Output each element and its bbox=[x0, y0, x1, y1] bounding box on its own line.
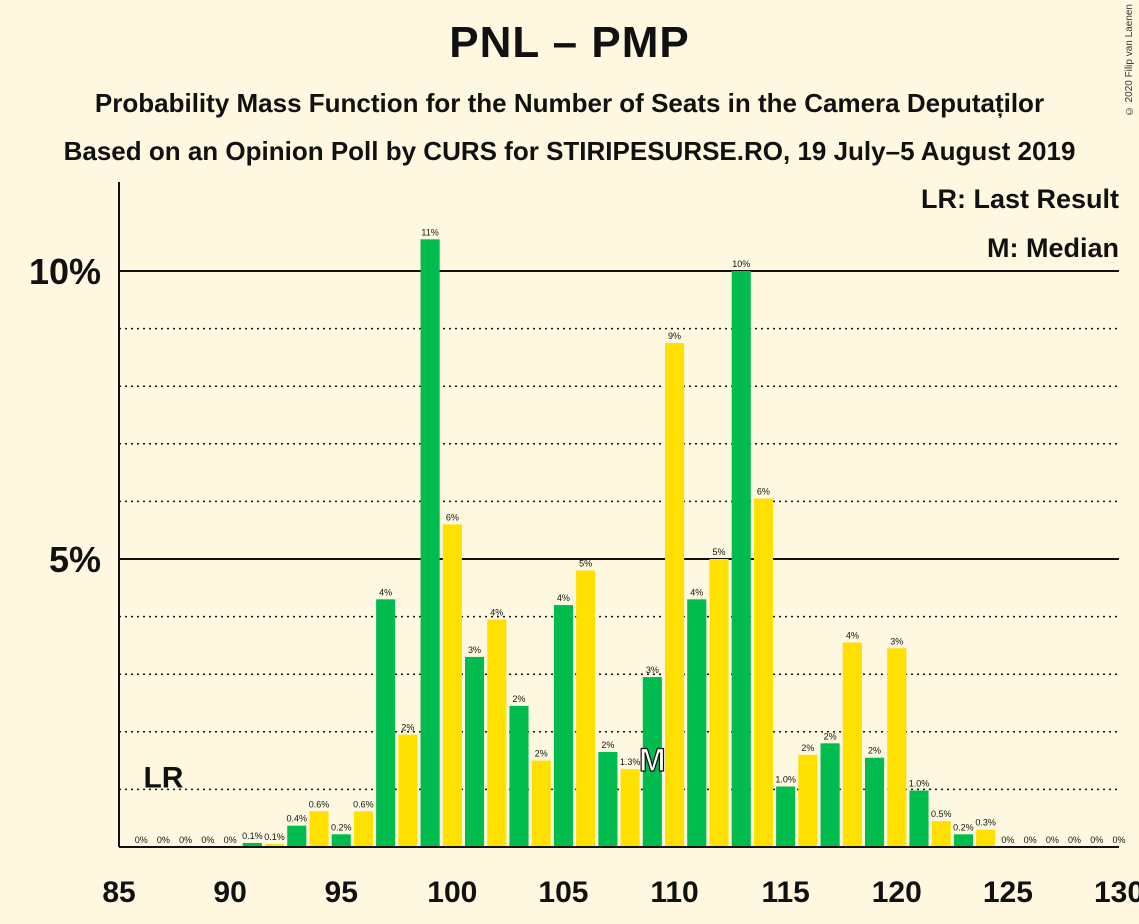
bar-label-seat-95: 0.2% bbox=[331, 822, 352, 832]
legend-median: M: Median bbox=[987, 233, 1119, 263]
bar-seat-110 bbox=[665, 343, 685, 847]
bar-label-seat-119: 2% bbox=[868, 746, 881, 756]
chart-source: Based on an Opinion Poll by CURS for STI… bbox=[63, 136, 1076, 166]
x-tick-label: 110 bbox=[650, 876, 698, 909]
bar-label-seat-103: 2% bbox=[512, 694, 525, 704]
bar-seat-119 bbox=[865, 757, 885, 847]
bar-seat-122 bbox=[931, 821, 951, 847]
bar-seat-101 bbox=[465, 656, 485, 847]
bar-label-seat-114: 6% bbox=[757, 487, 770, 497]
bar-label-seat-106: 5% bbox=[579, 559, 592, 569]
x-tick-label: 95 bbox=[325, 876, 358, 909]
bar-label-seat-126: 0% bbox=[1024, 835, 1037, 845]
bar-label-seat-110: 9% bbox=[668, 331, 681, 341]
bar-label-seat-108: 1.3% bbox=[620, 757, 641, 767]
bar-label-seat-125: 0% bbox=[1001, 835, 1014, 845]
bar-seat-120 bbox=[887, 648, 907, 847]
bar-seat-113 bbox=[731, 271, 751, 847]
bar-label-seat-124: 0.3% bbox=[975, 818, 996, 828]
bar-label-seat-92: 0.1% bbox=[264, 832, 285, 842]
bar-seat-91 bbox=[242, 842, 262, 847]
bar-seat-95 bbox=[331, 834, 351, 847]
bar-label-seat-100: 6% bbox=[446, 512, 459, 522]
bar-seat-98 bbox=[398, 734, 418, 847]
bar-label-seat-101: 3% bbox=[468, 645, 481, 655]
bar-seat-124 bbox=[976, 829, 996, 847]
x-tick-label: 100 bbox=[427, 876, 477, 909]
bar-label-seat-109: 3% bbox=[646, 665, 659, 675]
bar-seat-117 bbox=[820, 743, 840, 847]
bar-label-seat-102: 4% bbox=[490, 607, 503, 617]
bar-seat-109 bbox=[642, 677, 662, 847]
bar-label-seat-104: 2% bbox=[535, 749, 548, 759]
bar-seat-103 bbox=[509, 705, 529, 847]
bar-seat-111 bbox=[687, 599, 707, 847]
x-tick-label: 115 bbox=[761, 876, 809, 909]
bar-label-seat-112: 5% bbox=[712, 547, 725, 557]
bar-label-seat-128: 0% bbox=[1068, 835, 1081, 845]
bar-label-seat-91: 0.1% bbox=[242, 831, 263, 841]
bar-label-seat-123: 0.2% bbox=[953, 822, 974, 832]
bar-label-seat-99: 11% bbox=[421, 227, 438, 237]
bar-seat-107 bbox=[598, 751, 618, 847]
bar-label-seat-117: 2% bbox=[824, 731, 837, 741]
median-marker: M bbox=[639, 742, 666, 778]
bar-label-seat-115: 1.0% bbox=[775, 775, 796, 785]
bar-label-seat-120: 3% bbox=[890, 636, 903, 646]
bar-seat-108 bbox=[620, 769, 640, 847]
bar-seat-114 bbox=[753, 498, 773, 847]
bar-seat-92 bbox=[265, 844, 285, 847]
x-tick-label: 105 bbox=[538, 876, 588, 909]
bar-seat-118 bbox=[842, 642, 862, 847]
bar-seat-96 bbox=[353, 811, 373, 847]
bar-label-seat-97: 4% bbox=[379, 587, 392, 597]
bar-seat-106 bbox=[576, 570, 596, 847]
bar-label-seat-121: 1.0% bbox=[909, 779, 930, 789]
bar-label-seat-94: 0.6% bbox=[309, 799, 330, 809]
bar-seat-112 bbox=[709, 559, 729, 847]
bar-label-seat-113: 10% bbox=[732, 259, 750, 269]
x-tick-label: 85 bbox=[102, 876, 135, 909]
bar-label-seat-86: 0% bbox=[135, 835, 148, 845]
bar-label-seat-130: 0% bbox=[1112, 835, 1125, 845]
chart-title: PNL – PMP bbox=[449, 18, 690, 67]
y-tick-label: 10% bbox=[29, 251, 101, 292]
bar-label-seat-90: 0% bbox=[224, 835, 237, 845]
bar-seat-102 bbox=[487, 619, 507, 847]
bar-seat-99 bbox=[420, 239, 440, 847]
bar-seat-115 bbox=[776, 786, 796, 847]
last-result-marker: LR bbox=[143, 761, 183, 794]
bar-label-seat-88: 0% bbox=[179, 835, 192, 845]
bar-seat-116 bbox=[798, 754, 818, 847]
bar-label-seat-127: 0% bbox=[1046, 835, 1059, 845]
bar-seat-93 bbox=[287, 825, 307, 847]
bar-label-seat-107: 2% bbox=[601, 740, 614, 750]
bar-seat-100 bbox=[442, 524, 462, 847]
bar-label-seat-96: 0.6% bbox=[353, 799, 374, 809]
bar-label-seat-89: 0% bbox=[201, 835, 214, 845]
bar-label-seat-129: 0% bbox=[1090, 835, 1103, 845]
bar-label-seat-122: 0.5% bbox=[931, 809, 952, 819]
bar-seat-105 bbox=[553, 605, 573, 847]
chart-subtitle: Probability Mass Function for the Number… bbox=[94, 88, 1045, 118]
bar-label-seat-98: 2% bbox=[401, 723, 414, 733]
x-tick-label: 120 bbox=[872, 876, 922, 909]
bar-label-seat-116: 2% bbox=[801, 743, 814, 753]
bar-label-seat-118: 4% bbox=[846, 631, 859, 641]
bar-seat-97 bbox=[376, 599, 396, 847]
legend-last-result: LR: Last Result bbox=[920, 184, 1119, 214]
bar-seat-121 bbox=[909, 790, 929, 847]
bar-label-seat-93: 0.4% bbox=[287, 814, 308, 824]
bar-seat-104 bbox=[531, 760, 551, 847]
bar-seat-94 bbox=[309, 811, 329, 847]
x-tick-label: 90 bbox=[213, 876, 246, 909]
bar-label-seat-105: 4% bbox=[557, 593, 570, 603]
y-tick-label: 5% bbox=[49, 539, 101, 580]
x-tick-label: 130 bbox=[1094, 876, 1139, 909]
bar-label-seat-87: 0% bbox=[157, 835, 170, 845]
x-tick-label: 125 bbox=[983, 876, 1033, 909]
bar-seat-123 bbox=[953, 834, 973, 847]
bar-label-seat-111: 4% bbox=[690, 587, 703, 597]
